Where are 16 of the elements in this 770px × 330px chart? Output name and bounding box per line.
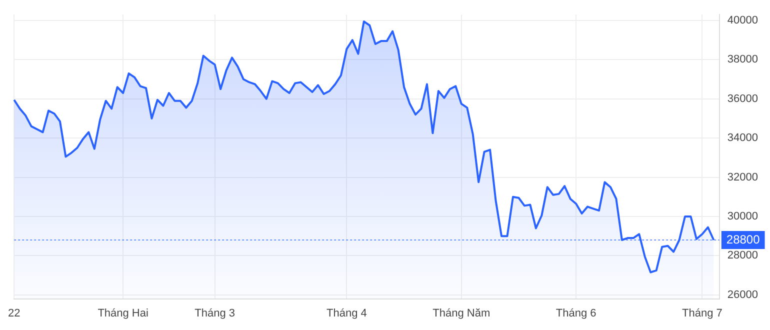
y-tick-label: 30000: [727, 210, 758, 223]
x-tick-label: Tháng Năm: [432, 307, 490, 320]
ref-line-label: 28800: [726, 232, 760, 246]
y-tick-label: 28000: [727, 250, 758, 262]
x-tick-label: Tháng Hai: [98, 307, 148, 320]
x-tick-label: Tháng 4: [326, 307, 367, 320]
y-tick-label: 32000: [727, 171, 758, 184]
y-tick-label: 40000: [727, 14, 758, 27]
x-tick-label: 22: [8, 307, 20, 320]
x-tick-label: Tháng 3: [194, 307, 235, 320]
y-tick-label: 38000: [727, 54, 758, 66]
y-tick-label: 26000: [727, 288, 758, 301]
y-tick-label: 36000: [727, 92, 758, 105]
y-tick-label: 34000: [727, 132, 758, 144]
x-tick-label: Tháng 6: [556, 307, 596, 320]
x-tick-label: Tháng 7: [682, 307, 722, 320]
